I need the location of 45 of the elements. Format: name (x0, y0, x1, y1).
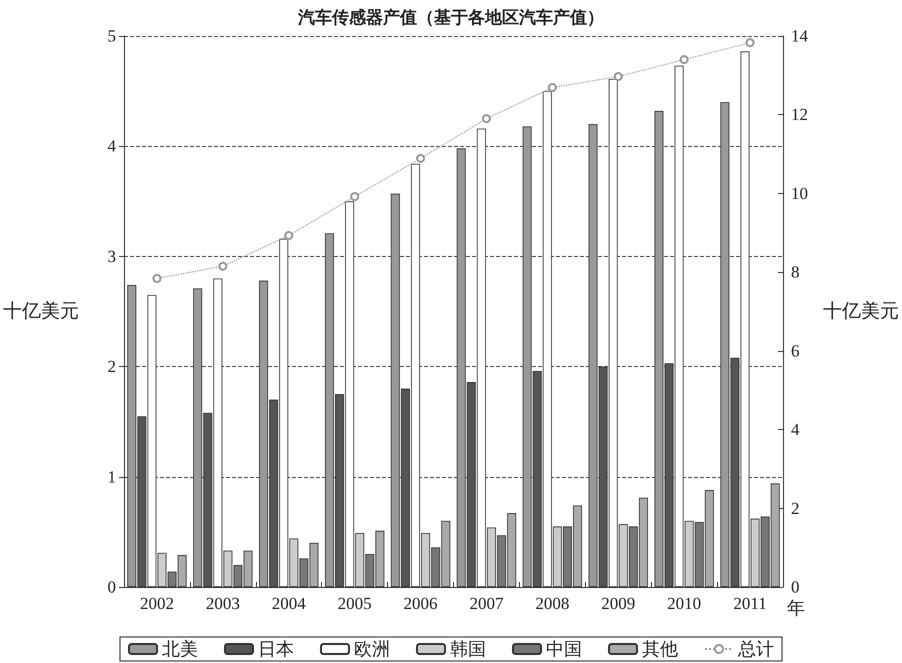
y-tick-label: 4 (108, 136, 116, 156)
legend-label: 其他 (642, 639, 678, 659)
legend-label: 韩国 (450, 639, 486, 659)
x-tick-label: 2010 (667, 594, 702, 613)
y2-axis-title: 十亿美元 (823, 300, 899, 322)
y2-tick-label: 12 (791, 105, 808, 124)
point (746, 38, 755, 48)
x-axis-title: 年 (787, 598, 805, 618)
point (416, 154, 426, 163)
y2-tick-label: 14 (791, 26, 808, 46)
legend-label: 北美 (162, 639, 198, 659)
x-tick-label: 2011 (733, 594, 767, 613)
legend-label: 日本 (258, 639, 294, 659)
point (350, 192, 360, 202)
x-tick-label: 2007 (469, 594, 504, 613)
chart-title: 汽车传感器产值（基于各地区汽车产值） (297, 8, 604, 27)
legend-label: 中国 (546, 639, 582, 659)
y-tick-label: 0 (108, 578, 116, 596)
point (284, 231, 294, 240)
y-tick-label: 3 (108, 246, 116, 266)
point (680, 55, 689, 64)
y-tick-label: 2 (108, 357, 116, 376)
x-tick-label: 2003 (206, 594, 240, 613)
y2-tick-label: 6 (791, 341, 800, 360)
y-tick-label: 1 (108, 467, 116, 486)
point (218, 262, 228, 271)
point (152, 274, 162, 283)
x-tick-label: 2004 (272, 594, 306, 613)
y-tick-label: 5 (108, 26, 116, 46)
x-tick-label: 2009 (601, 594, 636, 613)
x-tick-label: 2002 (140, 594, 174, 613)
x-tick-label: 2008 (535, 594, 570, 613)
y2-tick-label: 8 (791, 262, 800, 282)
y2-tick-label: 2 (791, 498, 800, 518)
x-tick-label: 2006 (404, 594, 438, 613)
point (614, 72, 623, 82)
y2-tick-label: 0 (791, 578, 800, 596)
y2-tick-label: 4 (791, 420, 800, 440)
y-axis-title: 十亿美元 (3, 300, 79, 322)
legend-label: 总计 (737, 639, 774, 659)
point (548, 83, 557, 92)
legend-label: 欧洲 (354, 639, 390, 659)
point (482, 114, 491, 124)
x-tick-label: 2005 (338, 594, 372, 613)
y2-tick-label: 10 (791, 184, 808, 203)
